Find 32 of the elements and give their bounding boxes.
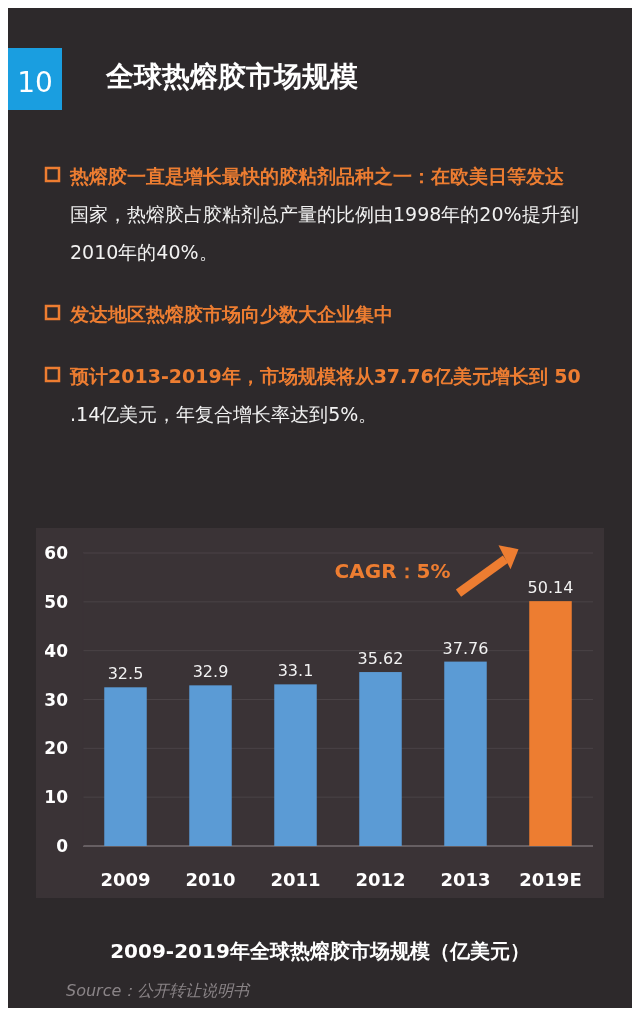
text: 2009-2019年全球热熔胶市场规模（亿美元） <box>110 939 530 963</box>
bar <box>359 672 402 846</box>
data-label: 50.14 <box>527 578 574 598</box>
data-label: 32.5 <box>107 664 144 684</box>
data-label: 32.9 <box>192 662 229 682</box>
y-tick-label: 0 <box>56 836 69 856</box>
text: 热熔胶一直是增长最快的胶粘剂品种之一：在欧美日等发达国家，热熔胶占胶粘剂总产量的比例由1998年的20%提升到2010年的40%。 <box>69 165 579 263</box>
source-note: Source：公开转让说明书 <box>66 981 252 1000</box>
y-tick-label: 10 <box>44 787 69 808</box>
x-tick-label: 2009 <box>100 869 151 890</box>
x-tick-label: 2013 <box>440 869 491 890</box>
y-tick-label: 60 <box>44 543 69 563</box>
data-label: 35.62 <box>357 649 404 669</box>
bar <box>444 661 487 846</box>
bar <box>274 684 317 846</box>
data-label: 37.76 <box>442 638 489 658</box>
x-tick-label: 2012 <box>355 869 406 890</box>
bar <box>104 687 147 846</box>
y-tick-label: 40 <box>44 640 69 661</box>
data-label: 33.1 <box>277 661 314 681</box>
bar <box>189 685 232 846</box>
y-tick-label: 30 <box>44 689 69 710</box>
x-tick-label: 2019E <box>519 869 582 890</box>
annotation: CAGR：5% <box>334 559 451 583</box>
y-tick-label: 20 <box>44 738 69 759</box>
bar <box>529 601 572 846</box>
x-tick-label: 2010 <box>185 869 236 890</box>
y-tick-label: 50 <box>44 591 69 612</box>
text: 预计2013-2019年，市场规模将从37.76亿美元增长到 50.14亿美元，年复合增长率达到5%。 <box>69 365 581 425</box>
x-tick-label: 2011 <box>270 869 321 890</box>
text: 发达地区热熔胶市场向少数大企业集中 <box>69 303 393 325</box>
chart-title: 全球热熔胶市场规模 <box>105 60 358 93</box>
